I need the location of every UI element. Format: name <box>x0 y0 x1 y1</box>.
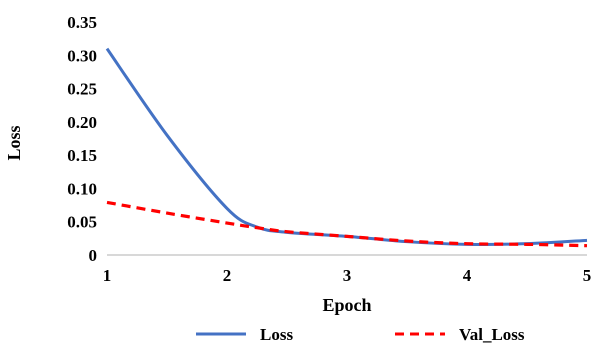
x-tick-label: 3 <box>343 266 352 285</box>
x-tick-label: 4 <box>463 266 472 285</box>
y-axis-title: Loss <box>4 125 24 160</box>
x-tick-label: 5 <box>583 266 592 285</box>
series-line-loss <box>105 47 588 246</box>
y-tick-label: 0.25 <box>67 80 97 99</box>
x-axis-title: Epoch <box>322 295 371 315</box>
x-tick-label: 2 <box>223 266 232 285</box>
y-tick-label: 0.20 <box>67 113 97 132</box>
series-line-val-loss <box>106 200 588 248</box>
y-tick-label: 0.15 <box>67 146 97 165</box>
series-lines <box>105 47 588 248</box>
y-tick-label: 0.30 <box>67 46 97 65</box>
y-tick-label: 0.35 <box>67 13 97 32</box>
legend-label: Loss <box>260 325 293 344</box>
legend-label: Val_Loss <box>459 325 525 344</box>
y-axis-tick-labels: 0 0.05 0.10 0.15 0.20 0.25 0.30 0.35 <box>67 13 97 265</box>
x-axis-tick-labels: 1 2 3 4 5 <box>103 266 592 285</box>
x-tick-label: 1 <box>103 266 112 285</box>
legend: Loss Val_Loss <box>196 325 525 344</box>
y-tick-label: 0 <box>89 246 98 265</box>
y-tick-label: 0.05 <box>67 213 97 232</box>
y-tick-label: 0.10 <box>67 179 97 198</box>
